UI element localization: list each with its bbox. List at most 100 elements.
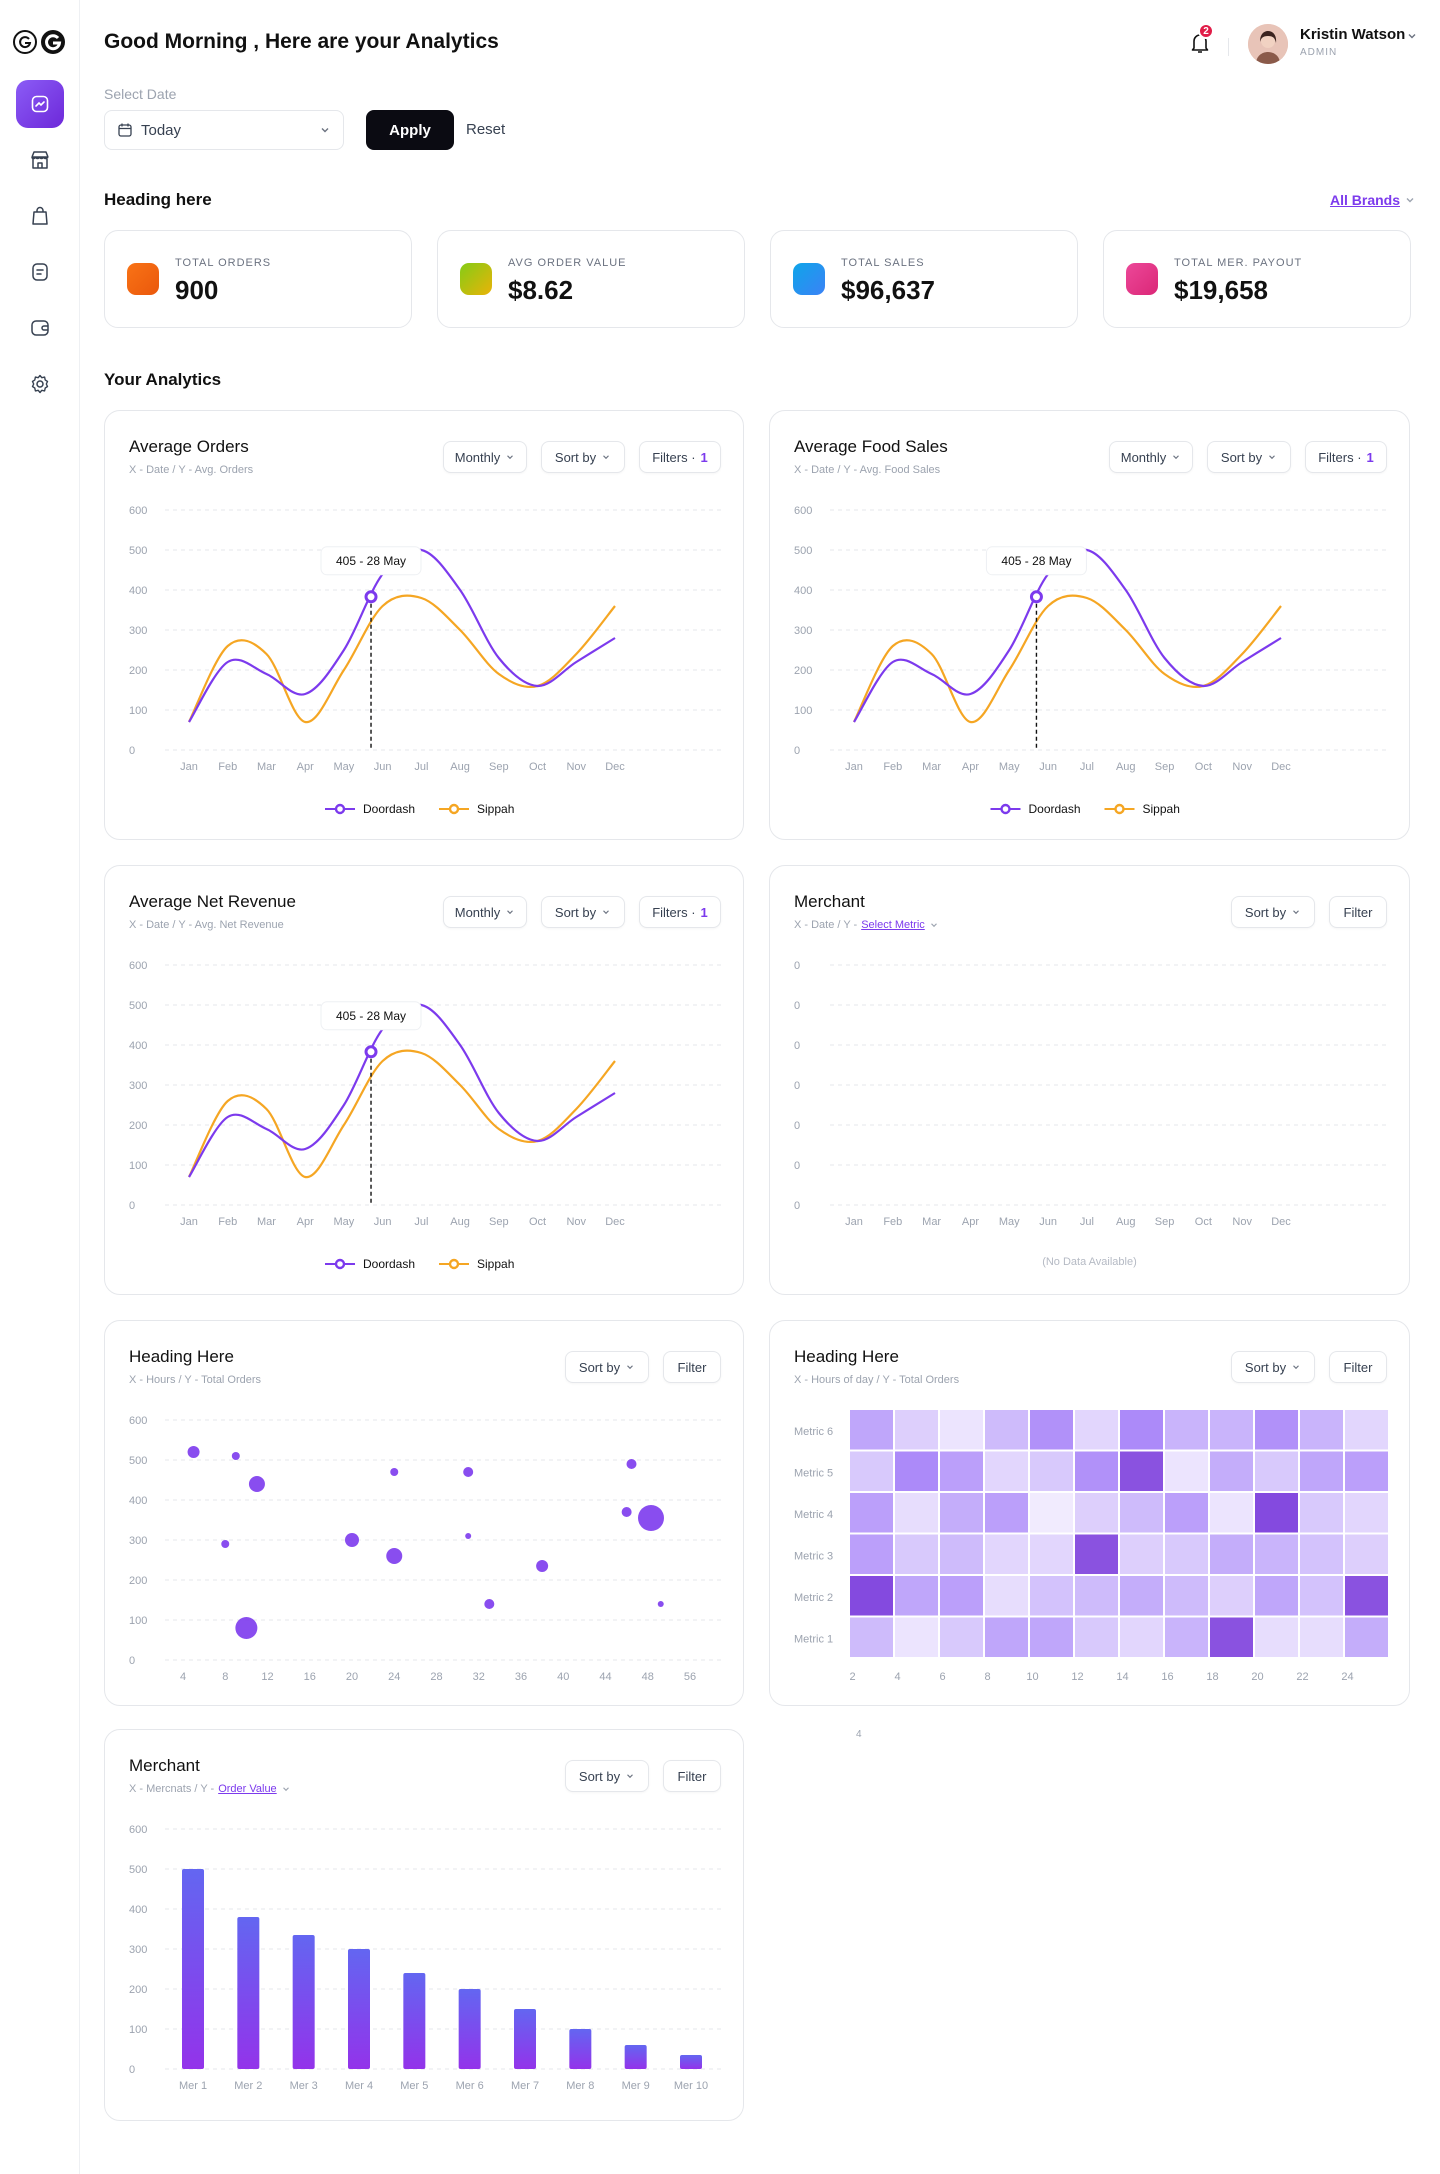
y-tick-label: 0 <box>794 1000 800 1012</box>
chart-canvas: 0 100 200 300 400 500 600 Mer 1 Mer 2 Mer 3 Mer 4 M… <box>129 1824 721 2092</box>
y-tick-label: 300 <box>129 1944 147 1956</box>
nav-analytics[interactable] <box>16 80 64 128</box>
apply-button[interactable]: Apply <box>366 110 454 150</box>
scatter-point <box>465 1533 472 1539</box>
x-tick-label: Mer 6 <box>456 2080 484 2092</box>
reset-button[interactable]: Reset <box>466 110 505 150</box>
avatar[interactable] <box>1248 24 1288 64</box>
heatmap-cell <box>1165 1493 1208 1533</box>
sort-by-button[interactable]: Sort by <box>565 1351 649 1383</box>
heatmap-cell <box>1345 1451 1388 1491</box>
period-select[interactable]: Monthly <box>443 441 527 473</box>
filter-button[interactable]: Filter <box>1329 1351 1387 1383</box>
x-tick-label: May <box>334 761 355 773</box>
filter-button[interactable]: Filter <box>663 1760 721 1792</box>
x-tick-label: 12 <box>1071 1671 1083 1683</box>
heatmap-cell <box>850 1576 893 1616</box>
heatmap-cell <box>1165 1534 1208 1574</box>
x-tick-label: 16 <box>1161 1671 1173 1683</box>
x-tick-label: 4 <box>180 1671 186 1683</box>
x-tick-label: Mar <box>257 1216 276 1228</box>
no-data-message: (No Data Available) <box>1042 1256 1137 1268</box>
metric-select-link[interactable]: Order Value <box>218 1783 277 1795</box>
chevron-down-icon <box>1406 198 1414 203</box>
y-tick-label: 500 <box>794 545 812 557</box>
kpi-color-swatch <box>460 263 492 295</box>
x-tick-label: Apr <box>297 1216 314 1228</box>
nav-settings[interactable] <box>16 360 64 408</box>
series-line-sippah <box>188 1049 616 1179</box>
heatmap-cell <box>1345 1534 1388 1574</box>
filter-button[interactable]: Filters · 1 <box>639 441 721 473</box>
filter-button[interactable]: Filter <box>1329 896 1387 928</box>
x-tick-label: Aug <box>1116 761 1136 773</box>
sort-by-button[interactable]: Sort by <box>541 896 625 928</box>
filter-button[interactable]: Filters · 1 <box>639 896 721 928</box>
tooltip-point <box>1029 590 1043 604</box>
kpi-card: TOTAL MER. PAYOUT $19,658 <box>1103 230 1411 328</box>
heatmap-cell <box>1120 1576 1163 1616</box>
user-name[interactable]: Kristin Watson <box>1300 26 1406 43</box>
sort-by-button[interactable]: Sort by <box>1231 1351 1315 1383</box>
tooltip-label: 405 - 28 May <box>336 554 406 568</box>
axis-description: X - Date / Y - Avg. Orders <box>129 464 254 476</box>
tooltip-box <box>320 1001 422 1031</box>
heatmap-cell <box>1165 1576 1208 1616</box>
nav-wallet[interactable] <box>16 304 64 352</box>
bar <box>403 1973 426 2069</box>
y-tick-label: 500 <box>129 1864 147 1876</box>
metric-select-link[interactable]: Select Metric <box>861 919 925 931</box>
period-select[interactable]: Monthly <box>1109 441 1193 473</box>
x-tick-label: 10 <box>1026 1671 1038 1683</box>
sort-by-button[interactable]: Sort by <box>1207 441 1291 473</box>
summary-heading: Heading here <box>104 190 212 209</box>
x-tick-label: Jan <box>180 1216 198 1228</box>
sort-by-button[interactable]: Sort by <box>541 441 625 473</box>
x-tick-label: Apr <box>297 761 314 773</box>
y-tick-label: 300 <box>129 1535 147 1547</box>
chart-card-scatter: Heading Here X - Hours / Y - Total Order… <box>104 1320 744 1706</box>
heatmap-cell <box>895 1617 938 1657</box>
card-title: Merchant <box>794 892 865 911</box>
nav-documents[interactable] <box>16 248 64 296</box>
notification-badge: 2 <box>1198 23 1214 39</box>
series-line-doordash <box>188 1003 616 1178</box>
x-tick-label: Oct <box>1195 761 1212 773</box>
heatmap-cell <box>1120 1534 1163 1574</box>
x-tick-label: Feb <box>218 1216 237 1228</box>
heatmap-cell <box>1075 1451 1118 1491</box>
chevron-down-icon[interactable] <box>1406 30 1418 42</box>
filter-button[interactable]: Filter <box>663 1351 721 1383</box>
date-select[interactable]: Today <box>104 110 344 150</box>
bar <box>624 2045 647 2069</box>
sort-by-button[interactable]: Sort by <box>565 1760 649 1792</box>
chart-card-avg_orders: Average Orders X - Date / Y - Avg. Order… <box>104 410 744 840</box>
y-tick-label: 0 <box>794 960 800 972</box>
legend-marker <box>448 803 460 815</box>
sort-by-button-label: Sort by <box>1220 449 1263 465</box>
filter-button[interactable]: Filters · 1 <box>1305 441 1387 473</box>
x-tick-label: Mer 3 <box>290 2080 318 2092</box>
heatmap-cell <box>1255 1576 1298 1616</box>
x-tick-label: 8 <box>984 1671 990 1683</box>
heatmap-cell <box>985 1576 1028 1616</box>
legend-label: Doordash <box>1029 802 1081 816</box>
all-brands-link[interactable]: All Brands <box>1330 192 1416 208</box>
date-select-value: Today <box>141 121 182 139</box>
nav-orders[interactable] <box>16 192 64 240</box>
sort-by-button[interactable]: Sort by <box>1231 896 1315 928</box>
brand-logo[interactable] <box>12 28 68 56</box>
y-tick-label: 0 <box>794 1160 800 1172</box>
x-tick-label: Jun <box>374 1216 392 1228</box>
tooltip: 405 - 28 May <box>320 1001 422 1031</box>
nav-store[interactable] <box>16 136 64 184</box>
heatmap-cell <box>1255 1534 1298 1574</box>
heatmap-cell <box>1300 1451 1343 1491</box>
user-role: ADMIN <box>1300 47 1338 58</box>
chevron-down-icon <box>1293 1365 1300 1370</box>
y-tick-label: 500 <box>129 1000 147 1012</box>
heatmap-cell <box>850 1617 893 1657</box>
x-tick-label: Sep <box>1155 761 1175 773</box>
period-select[interactable]: Monthly <box>443 896 527 928</box>
